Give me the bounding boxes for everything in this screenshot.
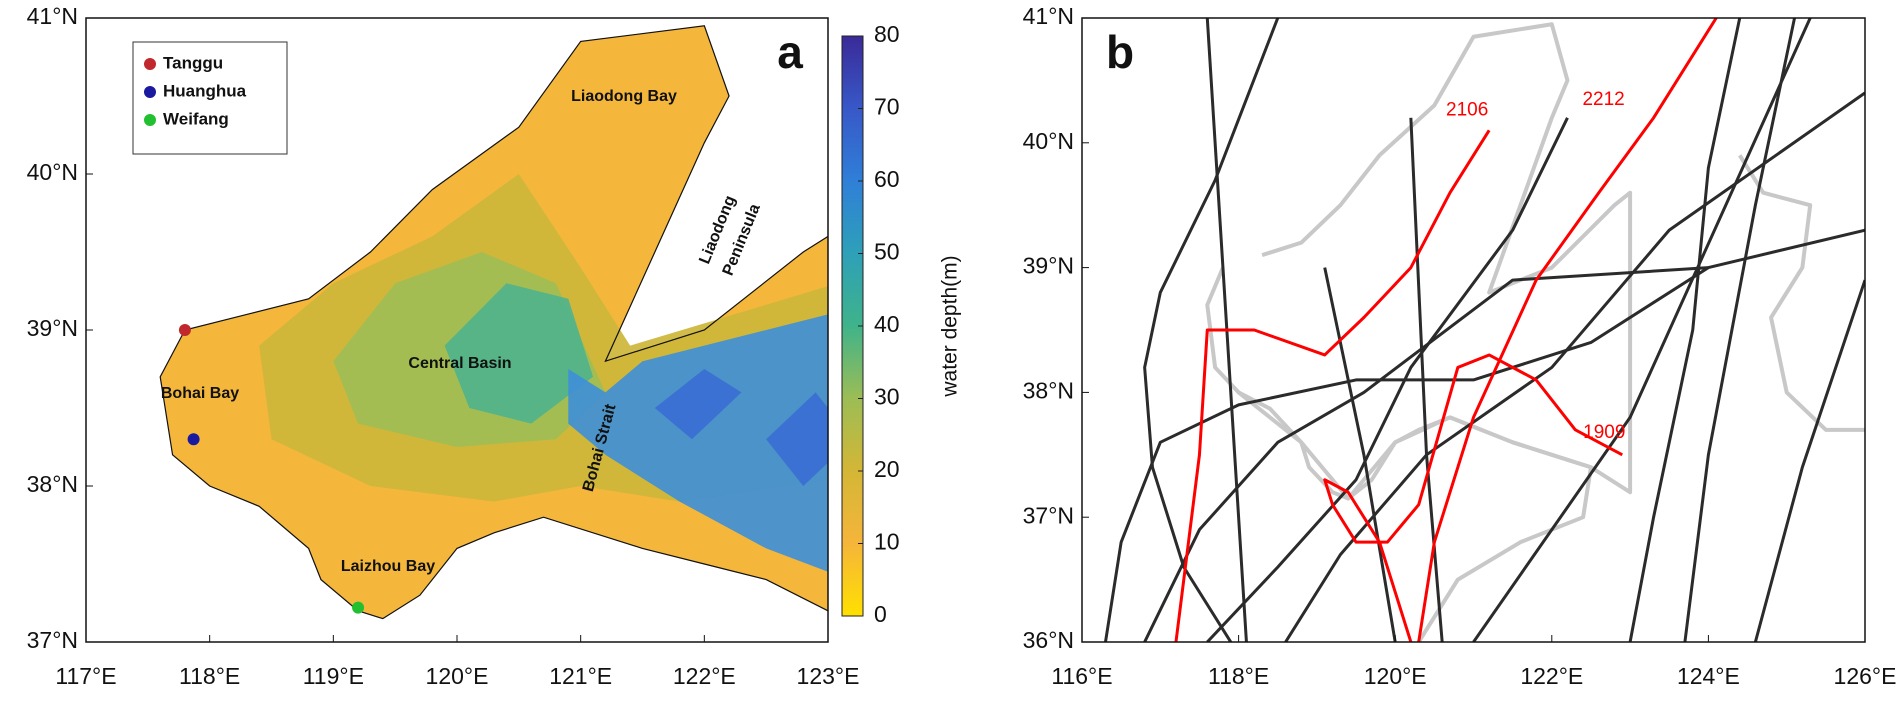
x-tick-label: 118°E	[1208, 663, 1269, 689]
track-label: 2212	[1582, 89, 1624, 110]
legend-marker	[144, 58, 156, 70]
legend-box	[132, 41, 288, 155]
x-tick-label: 121°E	[549, 663, 612, 689]
panel-label: a	[777, 26, 803, 78]
track	[1205, 18, 1248, 642]
x-tick-label: 122°E	[1520, 663, 1583, 689]
colorbar-label: water depth(m)	[939, 255, 962, 397]
y-tick-label: 37°N	[1023, 502, 1074, 528]
track	[1683, 18, 1796, 642]
colorbar-tick-label: 30	[874, 384, 900, 410]
track-label: 2106	[1446, 99, 1488, 120]
track	[1174, 129, 1491, 642]
x-tick-label: 120°E	[426, 663, 489, 689]
colorbar-tick-label: 40	[874, 311, 900, 337]
track	[1104, 228, 1865, 642]
coastline	[159, 25, 828, 620]
track	[1417, 18, 1718, 642]
track	[1628, 18, 1742, 642]
y-tick-label: 40°N	[27, 159, 78, 185]
track-label: 1909	[1583, 422, 1625, 443]
legend-marker	[144, 114, 156, 126]
colorbar-tick-label: 60	[874, 166, 900, 192]
x-tick-label: 123°E	[797, 663, 860, 689]
legend-label: Weifang	[163, 109, 229, 128]
x-tick-label: 116°E	[1051, 663, 1112, 689]
coastline	[1237, 390, 1593, 642]
x-tick-label: 117°E	[55, 663, 116, 689]
track	[1472, 18, 1812, 642]
legend-label: Tanggu	[163, 53, 223, 72]
track	[1409, 117, 1444, 642]
track	[1284, 91, 1865, 642]
track	[1753, 279, 1865, 642]
y-tick-label: 37°N	[27, 627, 78, 653]
y-tick-label: 39°N	[1023, 253, 1074, 279]
station	[352, 601, 365, 614]
y-tick-label: 41°N	[27, 3, 78, 29]
y-tick-label: 38°N	[27, 471, 78, 497]
place-label: Bohai Bay	[161, 385, 239, 402]
track	[1206, 117, 1569, 642]
y-tick-label: 40°N	[1023, 128, 1074, 154]
depth-zone	[766, 392, 828, 486]
depth-zone	[654, 369, 742, 440]
track	[1323, 353, 1623, 642]
x-tick-label: 118°E	[179, 663, 240, 689]
colorbar-tick-label: 50	[874, 239, 900, 265]
colorbar-tick-label: 20	[874, 456, 900, 482]
depth-zone	[568, 314, 828, 572]
depth-zone	[444, 283, 594, 424]
panel-label: b	[1106, 26, 1134, 78]
colorbar-tick-label: 80	[874, 21, 900, 47]
y-tick-label: 39°N	[27, 315, 78, 341]
y-tick-label: 38°N	[1023, 377, 1074, 403]
place-label: Central Basin	[408, 355, 511, 372]
y-tick-label: 36°N	[1023, 627, 1074, 653]
axes-frame	[1081, 17, 1866, 643]
map-area	[159, 25, 828, 620]
track	[1323, 267, 1397, 642]
colorbar-tick-label: 0	[874, 601, 887, 627]
track	[1143, 266, 1709, 642]
legend-label: Huanghua	[163, 81, 247, 100]
place-label: Liaodong Bay	[571, 88, 677, 105]
colorbar-tick-label: 70	[874, 94, 900, 120]
coastline	[1738, 154, 1865, 432]
station	[178, 324, 191, 336]
track-area	[1104, 18, 1865, 642]
place-label: Laizhou Bay	[341, 558, 435, 575]
x-tick-label: 122°E	[673, 663, 736, 689]
colorbar-tick-label: 10	[874, 529, 900, 555]
x-tick-label: 120°E	[1364, 663, 1427, 689]
x-tick-label: 119°E	[303, 663, 364, 689]
x-tick-label: 126°E	[1834, 663, 1897, 689]
legend-marker	[144, 86, 156, 98]
y-tick-label: 41°N	[1023, 3, 1074, 29]
track	[1143, 18, 1280, 642]
station	[187, 433, 200, 446]
x-tick-label: 124°E	[1677, 663, 1740, 689]
